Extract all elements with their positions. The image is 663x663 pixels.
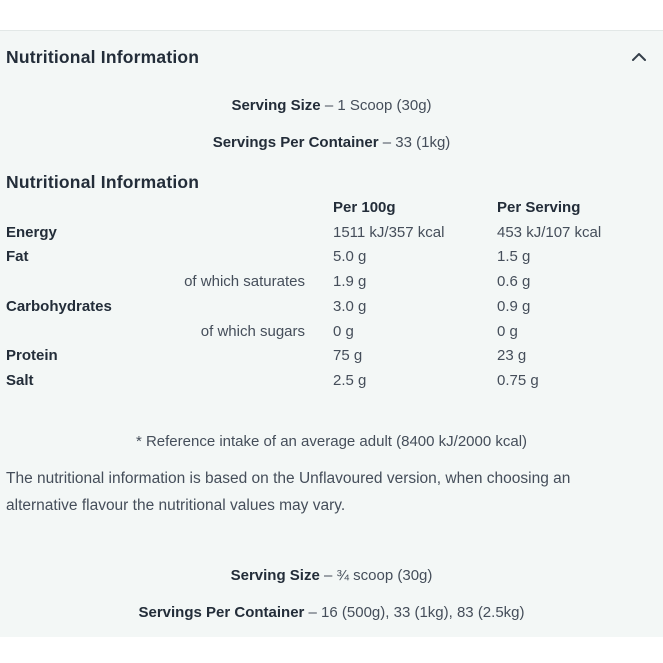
nutrition-table-heading: Nutritional Information	[6, 172, 200, 192]
serving-size-label: Serving Size	[230, 566, 320, 584]
flavour-disclaimer-text: The nutritional information is based on …	[6, 469, 571, 514]
serving-size-value: – 1 Scoop (30g)	[324, 97, 432, 114]
row-label: of which saturates	[184, 273, 305, 291]
table-row-of-which-sugars: of which sugars 0 g 0 g	[6, 320, 657, 345]
row-label: Protein	[6, 347, 58, 365]
table-row-energy: Energy 1511 kJ/357 kcal 453 kJ/107 kcal	[6, 221, 657, 246]
nutrition-table: Per 100g Per Serving Energy 1511 kJ/357 …	[6, 196, 657, 394]
row-per-serving: 1.5 g	[497, 248, 531, 266]
table-header-blank	[6, 196, 333, 221]
nutritional-information-panel: Nutritional Information Serving Size – 1…	[0, 30, 663, 637]
table-header-per-serving: Per Serving	[497, 199, 581, 216]
table-header-per-100g: Per 100g	[333, 199, 396, 216]
table-row-carbohydrates: Carbohydrates 3.0 g 0.9 g	[6, 295, 657, 320]
row-label: Fat	[6, 248, 29, 266]
servings-per-container-value: – 33 (1kg)	[382, 134, 451, 151]
table-row-salt: Salt 2.5 g 0.75 g	[6, 369, 657, 394]
chevron-up-icon[interactable]	[631, 52, 647, 62]
row-per-serving: 453 kJ/107 kcal	[497, 223, 602, 241]
row-per-100g: 3.0 g	[333, 297, 367, 315]
accordion-header-nutritional-information[interactable]: Nutritional Information	[6, 44, 657, 70]
servings-per-container-value: – 16 (500g), 33 (1kg), 83 (2.5kg)	[308, 603, 525, 621]
serving-size-label: Serving Size	[231, 97, 321, 114]
row-per-serving: 0 g	[497, 322, 518, 340]
row-per-100g: 75 g	[333, 347, 363, 365]
row-per-serving: 0.6 g	[497, 273, 531, 291]
row-per-100g: 2.5 g	[333, 371, 367, 389]
row-per-serving: 23 g	[497, 347, 527, 365]
row-per-100g: 1511 kJ/357 kcal	[333, 223, 445, 241]
table-row-of-which-saturates: of which saturates 1.9 g 0.6 g	[6, 270, 657, 295]
servings-per-container-top: Servings Per Container – 33 (1kg)	[6, 134, 657, 151]
servings-per-container-label: Servings Per Container	[212, 134, 379, 151]
serving-size-top: Serving Size – 1 Scoop (30g)	[6, 97, 657, 114]
servings-per-container-bottom: Servings Per Container – 16 (500g), 33 (…	[6, 604, 657, 621]
servings-per-container-label: Servings Per Container	[138, 603, 305, 621]
serving-size-bottom: Serving Size – ¾ scoop (30g)	[6, 567, 657, 584]
table-row-protein: Protein 75 g 23 g	[6, 344, 657, 369]
reference-intake-footnote: * Reference intake of an average adult (…	[135, 432, 528, 450]
row-per-100g: 0 g	[333, 322, 354, 340]
row-per-100g: 5.0 g	[333, 248, 367, 266]
row-label: Salt	[6, 371, 34, 389]
row-label: of which sugars	[200, 322, 305, 340]
row-per-serving: 0.75 g	[497, 371, 539, 389]
row-per-serving: 0.9 g	[497, 297, 531, 315]
row-per-100g: 1.9 g	[333, 273, 367, 291]
table-row-fat: Fat 5.0 g 1.5 g	[6, 245, 657, 270]
row-label: Energy	[6, 223, 57, 241]
serving-size-value: – ¾ scoop (30g)	[323, 566, 433, 584]
row-label: Carbohydrates	[6, 297, 112, 315]
accordion-title: Nutritional Information	[6, 46, 200, 67]
table-header-row: Per 100g Per Serving	[6, 196, 657, 221]
